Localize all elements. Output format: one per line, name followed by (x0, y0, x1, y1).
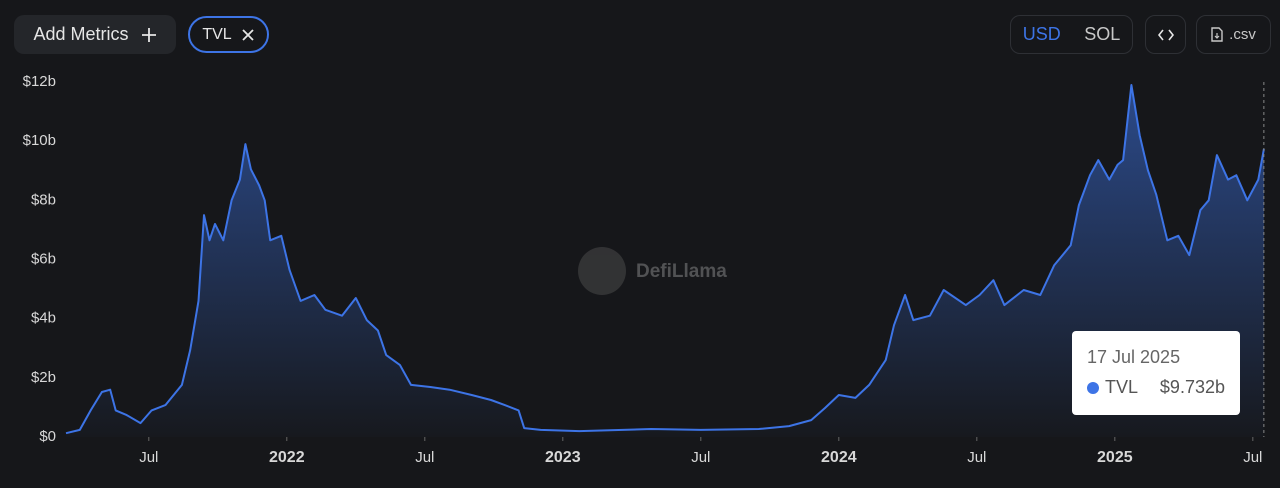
area (66, 85, 1264, 437)
currency-toggle: USD SOL (1010, 15, 1133, 54)
x-tick-label: 2024 (821, 449, 857, 466)
add-metrics-button[interactable]: Add Metrics (14, 15, 176, 54)
tooltip-swatch (1087, 382, 1099, 394)
x-tick-label: 2025 (1097, 449, 1133, 466)
y-tick-label: $12b (23, 73, 56, 90)
x-tick-label: 2022 (269, 449, 305, 466)
x-tick-label: Jul (415, 449, 434, 466)
csv-label: .csv (1229, 26, 1256, 43)
plus-icon (141, 27, 156, 42)
tooltip-date: 17 Jul 2025 (1087, 347, 1180, 367)
embed-button[interactable] (1145, 15, 1186, 54)
metric-pill[interactable]: TVL (188, 16, 269, 53)
code-icon (1157, 29, 1174, 40)
y-tick-label: $0 (39, 428, 56, 445)
tooltip-box (1072, 331, 1240, 415)
watermark: DefiLlama (578, 247, 727, 295)
x-tick-label: 2023 (545, 449, 581, 466)
tooltip-series: TVL (1105, 377, 1138, 397)
watermark-text: DefiLlama (636, 261, 727, 282)
x-tick-label: Jul (967, 449, 986, 466)
currency-option[interactable]: USD (1022, 24, 1061, 44)
tooltip-value: $9.732b (1160, 377, 1225, 397)
y-tick-label: $8b (31, 191, 56, 208)
currency-option[interactable]: SOL (1084, 24, 1121, 44)
y-tick-label: $6b (31, 250, 56, 267)
y-tick-label: $2b (31, 369, 56, 386)
line (65, 84, 1265, 435)
close-icon (242, 28, 254, 41)
x-tick-label: Jul (139, 449, 158, 466)
file-icon (1211, 27, 1223, 42)
x-tick-label: Jul (1243, 449, 1262, 466)
x-tick-label: Jul (691, 449, 710, 466)
tooltip: 17 Jul 2025 TVL $9.732b (1072, 331, 1240, 415)
csv-button[interactable]: .csv (1196, 15, 1271, 54)
button-label: Add Metrics (33, 24, 129, 44)
pill-label: TVL (202, 25, 232, 43)
y-tick-label: $10b (23, 132, 56, 149)
watermark-logo (578, 247, 626, 295)
y-tick-label: $4b (31, 310, 56, 327)
